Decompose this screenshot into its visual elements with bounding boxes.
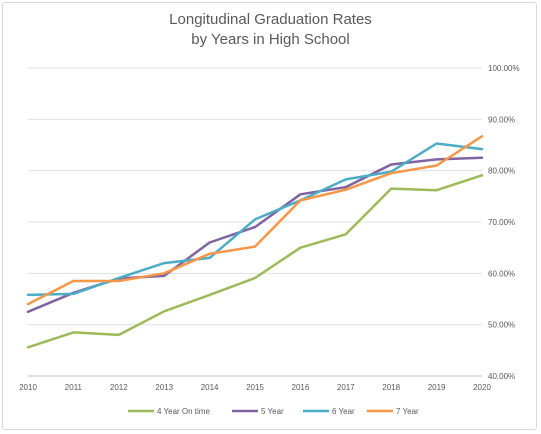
series-line-4 — [26, 135, 484, 306]
x-tick-label: 2014 — [201, 383, 219, 392]
y-tick-label: 40.00% — [488, 372, 515, 381]
legend: 4 Year On time 5 Year 6 Year 7 Year — [128, 407, 419, 416]
legend-entry: 5 Year — [232, 407, 284, 416]
series-lines — [26, 135, 484, 349]
y-axis-tick-labels: 40.00% 50.00% 60.00% 70.00% 80.00% 90.00% 100.… — [488, 64, 520, 381]
x-axis-tick-labels: 2010 2011 2012 2013 2014 2015 2016 2017 2018 2019… — [19, 383, 491, 392]
x-tick-label: 2012 — [110, 383, 128, 392]
chart-title-line-2: by Years in High School — [191, 31, 350, 48]
x-tick-label: 2013 — [155, 383, 173, 392]
chart-title: Longitudinal Graduation Rates by Years i… — [0, 10, 541, 50]
series-line-1 — [26, 174, 484, 349]
x-tick-label: 2015 — [246, 383, 264, 392]
series-line-2 — [26, 156, 484, 314]
x-tick-label: 2019 — [428, 383, 446, 392]
x-tick-label: 2020 — [473, 383, 491, 392]
legend-label: 5 Year — [261, 407, 284, 416]
legend-entry: 7 Year — [367, 407, 419, 416]
y-tick-label: 90.00% — [488, 115, 515, 124]
y-tick-label: 80.00% — [488, 167, 515, 176]
y-tick-label: 60.00% — [488, 269, 515, 278]
legend-entry: 6 Year — [303, 407, 355, 416]
chart-title-line-1: Longitudinal Graduation Rates — [169, 11, 372, 28]
legend-label: 4 Year On time — [157, 407, 210, 416]
x-tick-label: 2011 — [65, 383, 83, 392]
legend-label: 7 Year — [396, 407, 419, 416]
y-tick-label: 70.00% — [488, 218, 515, 227]
x-tick-label: 2010 — [19, 383, 37, 392]
y-tick-label: 50.00% — [488, 321, 515, 330]
legend-label: 6 Year — [332, 407, 355, 416]
legend-entry: 4 Year On time — [128, 407, 210, 416]
gridlines — [28, 67, 482, 377]
x-tick-label: 2018 — [382, 383, 400, 392]
y-tick-label: 100.00% — [488, 64, 520, 73]
x-tick-label: 2016 — [292, 383, 310, 392]
x-tick-label: 2017 — [337, 383, 355, 392]
series-line-3 — [26, 142, 484, 297]
